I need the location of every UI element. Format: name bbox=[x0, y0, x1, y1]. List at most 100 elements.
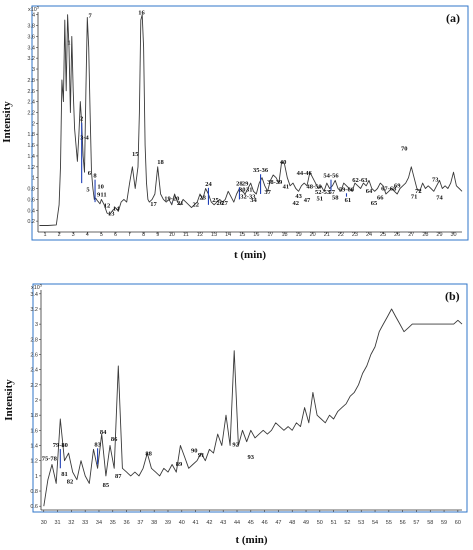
peak-label-5: 5 bbox=[86, 186, 90, 193]
x-tick-label: 6 bbox=[114, 232, 117, 238]
peak-label-90: 90 bbox=[191, 447, 198, 454]
y-tick-label: 0.6 bbox=[30, 504, 38, 510]
x-tick-label: 36 bbox=[124, 520, 130, 526]
peak-label-24: 24 bbox=[205, 181, 212, 188]
panel-b-y-axis-title: Intensity bbox=[3, 379, 15, 421]
peak-label-2: 2 bbox=[80, 116, 83, 123]
x-tick-label: 26 bbox=[394, 232, 400, 238]
y-tick-label: 0.8 bbox=[27, 187, 35, 193]
peak-label-11: 11 bbox=[100, 192, 106, 199]
peak-label-88: 88 bbox=[145, 450, 152, 457]
y-tick-label: 1.8 bbox=[30, 413, 38, 419]
x-tick-label: 30 bbox=[41, 520, 47, 526]
y-tick-label: 3.2 bbox=[27, 56, 35, 62]
peak-label-71: 71 bbox=[411, 193, 418, 200]
peak-label-16: 16 bbox=[138, 10, 145, 17]
x-tick-label: 45 bbox=[248, 520, 254, 526]
y-tick-label: 2.2 bbox=[30, 383, 38, 389]
peak-label-21: 21 bbox=[177, 200, 184, 207]
peak-label-74: 74 bbox=[436, 194, 443, 201]
panel-b-letter: (b) bbox=[445, 289, 460, 303]
panel-a-y-axis-title: Intensity bbox=[1, 101, 13, 143]
x-tick-label: 29 bbox=[436, 232, 442, 238]
y-tick-label: 1 bbox=[35, 474, 38, 480]
peak-label-84: 84 bbox=[100, 429, 107, 436]
y-tick-label: 3.4 bbox=[27, 45, 35, 51]
y-tick-label: 2.8 bbox=[27, 78, 35, 84]
y-tick-label: 2.4 bbox=[27, 100, 35, 106]
peak-label-8: 8 bbox=[93, 173, 97, 180]
x-tick-label: 55 bbox=[386, 520, 392, 526]
x-tick-label: 58 bbox=[427, 520, 433, 526]
y-tick-label: 3.2 bbox=[30, 307, 38, 313]
peak-label-65: 65 bbox=[371, 200, 378, 207]
peak-label-42: 42 bbox=[293, 200, 300, 207]
peak-label-15: 15 bbox=[132, 151, 139, 158]
peak-label-43: 43 bbox=[295, 193, 302, 200]
x-tick-label: 44 bbox=[234, 520, 240, 526]
y-tick-label: 1.6 bbox=[30, 428, 38, 434]
y-tick-label: 0.2 bbox=[27, 219, 35, 225]
peak-label-54-56: 54-56 bbox=[323, 173, 339, 180]
x-tick-label: 12 bbox=[197, 232, 203, 238]
peak-label-75-78: 75-78 bbox=[42, 456, 58, 463]
peak-label-31: 31 bbox=[246, 186, 253, 193]
y-tick-label: 1 bbox=[32, 176, 35, 182]
peak-label-92: 92 bbox=[232, 441, 239, 448]
peak-label-89: 89 bbox=[176, 461, 183, 468]
x-tick-label: 48 bbox=[289, 520, 295, 526]
panel-b-chart: 0.6 0.8 1 1.2 1.4 1.6 1.8 2 2.2 2.4 2.6 2.8 3 3.2 3.4 3… bbox=[3, 283, 468, 546]
peak-label-83: 83 bbox=[94, 441, 101, 448]
x-tick-label: 15 bbox=[239, 232, 245, 238]
x-tick-label: 3 bbox=[72, 232, 75, 238]
peak-label-34: 34 bbox=[250, 197, 257, 204]
x-tick-label: 37 bbox=[137, 520, 143, 526]
x-tick-label: 27 bbox=[408, 232, 414, 238]
y-tick-label: 2.8 bbox=[30, 337, 38, 343]
peak-label-22: 22 bbox=[193, 201, 200, 208]
panel-b-trace-line bbox=[43, 308, 463, 507]
y-tick-label: 1.4 bbox=[27, 154, 35, 160]
x-tick-label: 59 bbox=[441, 520, 447, 526]
y-tick-label: 0.6 bbox=[27, 197, 35, 203]
peak-label-86: 86 bbox=[111, 436, 118, 443]
peak-label-48-50: 48-50 bbox=[307, 184, 322, 191]
peak-label-10: 10 bbox=[97, 184, 104, 191]
y-tick-label: 3 bbox=[35, 322, 38, 328]
x-tick-label: 28 bbox=[422, 232, 428, 238]
x-tick-label: 14 bbox=[225, 232, 231, 238]
peak-label-17: 17 bbox=[150, 201, 157, 208]
x-tick-label: 22 bbox=[338, 232, 344, 238]
peak-label-82: 82 bbox=[67, 478, 74, 485]
y-tick-label: 1.8 bbox=[27, 132, 35, 138]
x-tick-label: 1 bbox=[44, 232, 47, 238]
peak-label-26: 26 bbox=[216, 200, 223, 207]
y-tick-label: 2.6 bbox=[30, 352, 38, 358]
y-tick-label: 3.4 bbox=[30, 292, 38, 298]
x-tick-label: 56 bbox=[400, 520, 406, 526]
peak-label-29: 29 bbox=[242, 180, 249, 187]
peak-label-61: 61 bbox=[345, 197, 352, 204]
peak-label-85: 85 bbox=[103, 482, 110, 489]
x-tick-label: 33 bbox=[82, 520, 88, 526]
peak-label-79-80: 79-80 bbox=[53, 442, 68, 449]
peak-label-59-60: 59-60 bbox=[339, 186, 354, 193]
peak-label-19-20: 19-20 bbox=[164, 195, 179, 202]
peak-label-28: 28 bbox=[236, 180, 243, 187]
x-tick-label: 35 bbox=[110, 520, 116, 526]
peak-label-44-46: 44-46 bbox=[297, 170, 313, 177]
x-tick-label: 39 bbox=[165, 520, 171, 526]
panel-a-frame bbox=[31, 5, 469, 241]
y-tick-label: 3 bbox=[32, 67, 35, 73]
x-tick-label: 16 bbox=[253, 232, 259, 238]
panel-b-scale-label: x105 bbox=[31, 283, 43, 292]
x-tick-label: 23 bbox=[352, 232, 358, 238]
x-tick-label: 25 bbox=[380, 232, 386, 238]
peak-label-30: 30 bbox=[239, 186, 246, 193]
x-tick-label: 18 bbox=[281, 232, 287, 238]
x-tick-label: 24 bbox=[366, 232, 372, 238]
y-tick-label: 3.8 bbox=[27, 24, 35, 30]
x-tick-label: 4 bbox=[86, 232, 89, 238]
x-tick-label: 49 bbox=[303, 520, 309, 526]
peak-label-52-53: 52-53 bbox=[315, 189, 331, 196]
